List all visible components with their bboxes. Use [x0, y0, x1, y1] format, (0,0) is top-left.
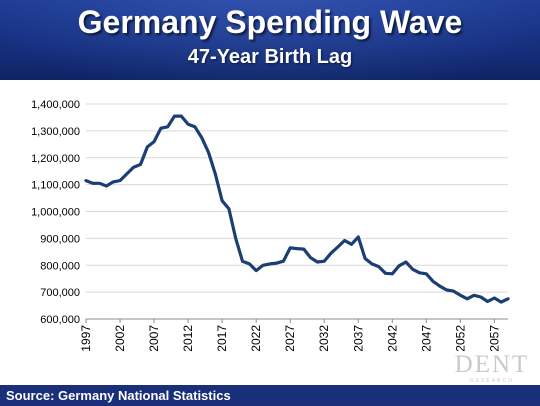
y-tick-label: 1,200,000 — [31, 153, 80, 165]
x-tick-label: 2042 — [385, 325, 399, 352]
y-tick-label: 700,000 — [40, 287, 80, 299]
y-tick-label: 1,100,000 — [31, 180, 80, 192]
dent-research-logo: DENT RESEARCH — [452, 352, 532, 386]
source-note: Source: Germany National Statistics — [6, 388, 231, 403]
footer-bar: Source: Germany National Statistics — [0, 385, 540, 406]
y-tick-label: 900,000 — [40, 233, 80, 245]
x-tick-label: 2002 — [113, 325, 127, 352]
y-tick-label: 600,000 — [40, 314, 80, 326]
logo-wordmark: DENT — [454, 351, 530, 378]
line-chart: 600,000 700,000 800,000 900,000 1,000,000 1,1… — [22, 88, 520, 374]
x-tick-label: 1997 — [79, 325, 93, 352]
y-tick-label: 1,400,000 — [31, 99, 80, 111]
y-tick-label: 1,300,000 — [31, 126, 80, 138]
chart-background — [22, 88, 520, 374]
x-tick-label: 2027 — [283, 325, 297, 352]
x-tick-label: 2057 — [487, 325, 501, 352]
x-tick-label: 2007 — [147, 325, 161, 352]
y-tick-label: 800,000 — [40, 260, 80, 272]
chart-subtitle: 47-Year Birth Lag — [187, 46, 353, 68]
chart-title: Germany Spending Wave — [77, 4, 463, 40]
y-tick-label: 1,000,000 — [31, 207, 80, 219]
x-tick-label: 2052 — [453, 325, 467, 352]
logo-tagline: RESEARCH — [470, 378, 514, 384]
x-tick-label: 2037 — [351, 325, 365, 352]
x-tick-label: 2032 — [317, 325, 331, 352]
x-tick-label: 2017 — [215, 325, 229, 352]
header-banner: Germany Spending Wave 47-Year Birth Lag — [0, 0, 540, 80]
x-tick-label: 2012 — [181, 325, 195, 352]
x-tick-label: 2022 — [249, 325, 263, 352]
x-tick-label: 2047 — [419, 325, 433, 352]
